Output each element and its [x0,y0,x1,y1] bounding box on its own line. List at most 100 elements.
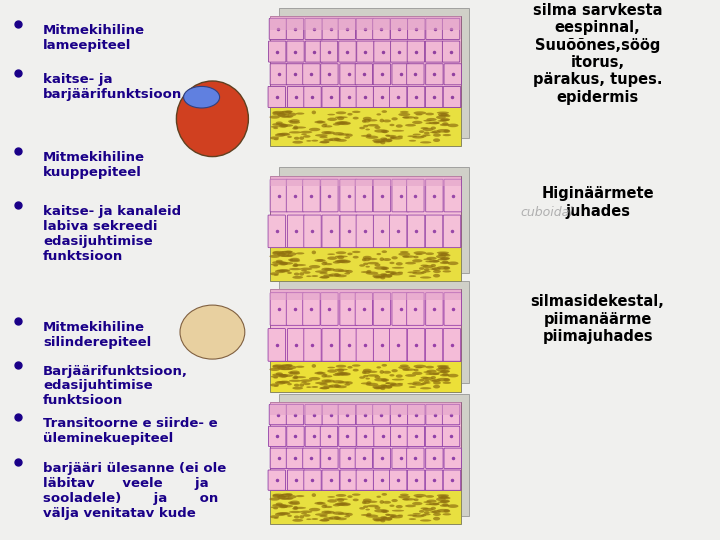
FancyBboxPatch shape [374,426,391,447]
Ellipse shape [400,364,409,367]
FancyBboxPatch shape [322,215,339,248]
Ellipse shape [438,366,447,369]
Ellipse shape [366,377,370,380]
Ellipse shape [338,133,349,136]
Ellipse shape [390,124,395,126]
Ellipse shape [382,138,387,141]
FancyBboxPatch shape [320,448,338,468]
FancyBboxPatch shape [270,64,287,85]
Ellipse shape [361,514,371,516]
Ellipse shape [444,509,450,512]
FancyBboxPatch shape [338,18,356,39]
Ellipse shape [336,111,346,114]
Ellipse shape [312,251,316,254]
FancyBboxPatch shape [444,328,461,361]
Ellipse shape [412,259,423,262]
Ellipse shape [279,381,290,384]
Ellipse shape [379,370,384,374]
FancyBboxPatch shape [320,179,338,212]
FancyBboxPatch shape [373,404,390,424]
Ellipse shape [293,376,306,378]
FancyBboxPatch shape [320,64,338,85]
Ellipse shape [432,379,441,382]
Ellipse shape [335,373,345,375]
Ellipse shape [296,495,305,497]
Ellipse shape [290,501,300,504]
Ellipse shape [353,498,359,501]
Ellipse shape [405,124,416,126]
Text: Mitmekihiline
kuuppepiteel: Mitmekihiline kuuppepiteel [43,151,145,179]
Text: Higinäärmete
juhades: Higinäärmete juhades [541,186,654,219]
FancyBboxPatch shape [426,215,443,248]
Ellipse shape [423,120,432,122]
Ellipse shape [361,271,371,273]
Ellipse shape [296,252,305,254]
Ellipse shape [339,122,351,125]
Ellipse shape [382,110,387,113]
Ellipse shape [276,372,283,375]
Ellipse shape [374,509,387,512]
Ellipse shape [274,139,279,140]
Ellipse shape [278,253,289,257]
Ellipse shape [415,367,423,368]
Ellipse shape [412,121,423,124]
FancyBboxPatch shape [355,448,372,468]
FancyBboxPatch shape [338,404,356,424]
FancyBboxPatch shape [287,179,304,212]
Ellipse shape [334,138,340,141]
Ellipse shape [433,138,440,142]
Ellipse shape [426,113,434,116]
Ellipse shape [337,117,344,120]
FancyBboxPatch shape [268,328,285,361]
FancyBboxPatch shape [338,41,356,62]
Ellipse shape [387,517,392,521]
FancyBboxPatch shape [270,293,287,325]
FancyBboxPatch shape [373,64,391,85]
Ellipse shape [436,116,446,119]
Ellipse shape [437,129,449,133]
Ellipse shape [428,260,440,262]
Ellipse shape [293,263,298,267]
Ellipse shape [324,125,333,127]
Ellipse shape [431,126,436,130]
Ellipse shape [423,514,431,515]
FancyBboxPatch shape [390,328,407,361]
Ellipse shape [272,494,280,498]
Ellipse shape [383,371,391,374]
Ellipse shape [367,505,379,507]
Ellipse shape [323,139,333,141]
Ellipse shape [432,373,439,375]
Ellipse shape [366,515,378,518]
FancyBboxPatch shape [442,18,460,39]
FancyBboxPatch shape [444,215,461,248]
Ellipse shape [287,497,293,500]
Ellipse shape [433,517,440,521]
FancyBboxPatch shape [270,402,461,415]
Text: Mitmekihiline
silinderepiteel: Mitmekihiline silinderepiteel [43,321,151,349]
FancyBboxPatch shape [287,18,304,39]
Ellipse shape [440,261,449,264]
Ellipse shape [279,512,290,515]
FancyBboxPatch shape [408,328,425,361]
Text: Transitoorne e siirde- e
üleminekuepiteel: Transitoorne e siirde- e üleminekuepitee… [43,417,218,445]
Ellipse shape [339,372,348,375]
Ellipse shape [277,113,286,117]
Ellipse shape [391,516,397,517]
Ellipse shape [420,508,428,510]
Ellipse shape [431,376,436,379]
Ellipse shape [320,515,328,517]
Ellipse shape [294,384,300,387]
Ellipse shape [444,497,451,500]
Ellipse shape [270,272,279,275]
Ellipse shape [392,130,404,132]
Ellipse shape [423,265,433,268]
Ellipse shape [430,380,438,382]
Ellipse shape [346,270,353,273]
Ellipse shape [426,252,434,255]
Ellipse shape [420,383,426,385]
Ellipse shape [344,515,350,517]
Ellipse shape [444,114,451,117]
Ellipse shape [338,512,349,515]
FancyBboxPatch shape [444,470,461,490]
Ellipse shape [289,121,300,124]
